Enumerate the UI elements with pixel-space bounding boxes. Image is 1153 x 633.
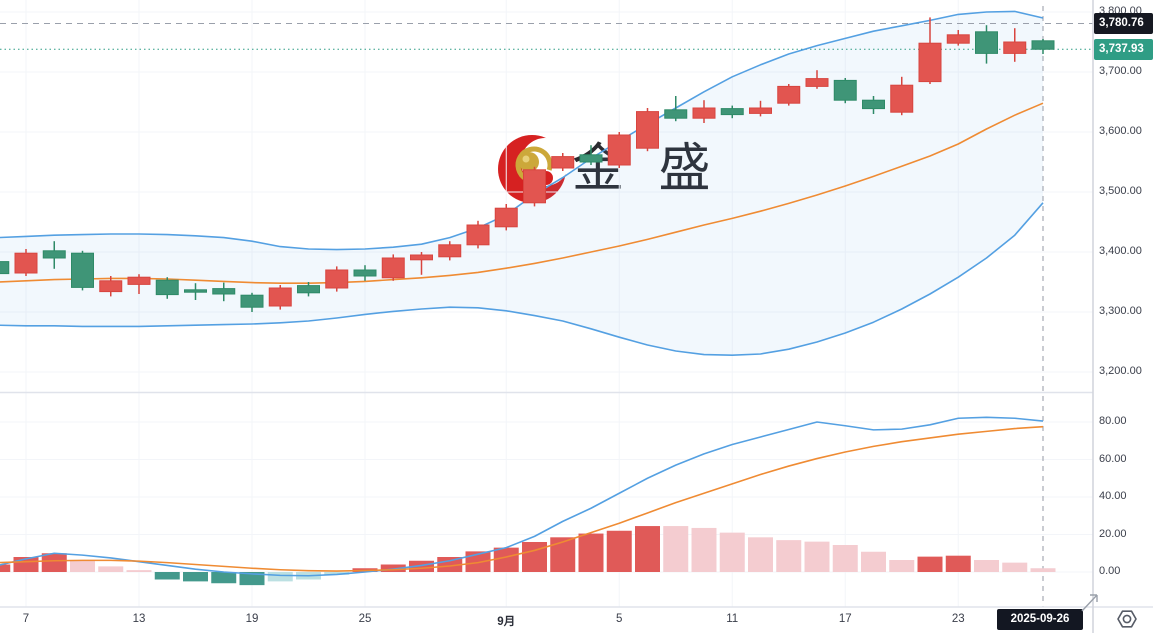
indicator-axis-label: 0.00	[1099, 565, 1121, 577]
indicator-fast-line	[0, 416, 1044, 577]
bollinger-fill	[0, 11, 1043, 356]
bollinger-middle-line	[0, 102, 1044, 285]
time-axis-label: 19	[245, 613, 259, 625]
indicator-axis-label: 60.00	[1099, 452, 1127, 465]
indicator-axis-label: 80.00	[1099, 415, 1127, 427]
price-axis-label: 3,300.00	[1099, 305, 1142, 317]
current-date-badge: 2025-09-26	[997, 609, 1083, 630]
last-price-label: 3,737.93	[1094, 38, 1153, 60]
time-axis-label: 23	[951, 613, 965, 625]
axis-settings-gear-icon[interactable]	[1112, 607, 1142, 631]
price-axis-label: 3,400.00	[1099, 245, 1142, 257]
bollinger-upper-line	[0, 10, 1044, 251]
price-axis-label: 3,600.00	[1099, 125, 1142, 137]
price-axis-label: 3,200.00	[1099, 365, 1142, 377]
time-axis-label: 7	[22, 613, 30, 625]
time-axis-label: 17	[838, 613, 852, 625]
high-price-label: 3,780.76	[1094, 13, 1153, 35]
time-axis-label: 9月	[497, 616, 516, 628]
price-axis-label: 3,500.00	[1099, 185, 1142, 197]
indicator-axis-label: 40.00	[1099, 490, 1127, 502]
time-axis-label: 11	[726, 613, 739, 625]
candles-layer	[0, 17, 1055, 312]
go-to-realtime-icon[interactable]	[1078, 590, 1102, 614]
indicator-axis-label: 20.00	[1099, 527, 1127, 540]
price-axis-label: 3,700.00	[1099, 65, 1142, 77]
time-axis-label: 5	[616, 613, 623, 625]
time-axis-label: 13	[132, 613, 146, 625]
indicator-slow-line	[0, 425, 1044, 572]
bollinger-lower-line	[0, 202, 1044, 357]
time-axis-label: 25	[358, 613, 372, 625]
